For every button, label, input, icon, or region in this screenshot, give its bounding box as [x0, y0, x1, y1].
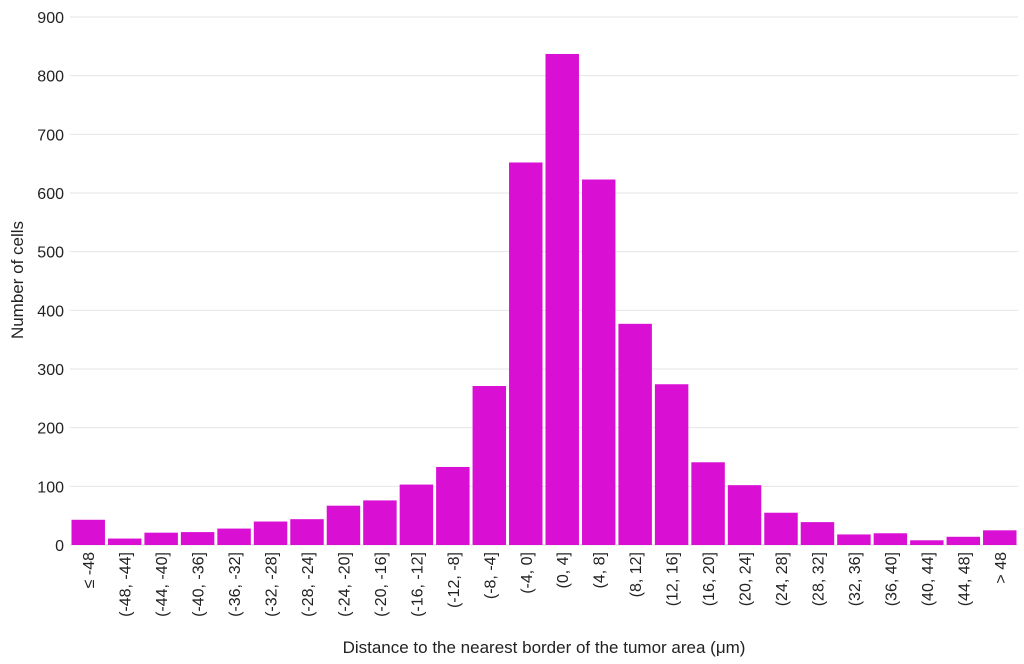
x-tick-label: (-44, -40] [154, 552, 171, 617]
bar [144, 532, 178, 545]
y-tick-label: 300 [37, 362, 64, 379]
x-tick-label: (28, 32] [810, 552, 827, 606]
y-axis-title: Number of cells [8, 221, 27, 339]
bar [363, 500, 397, 545]
y-tick-label: 900 [37, 10, 64, 27]
y-tick-label: 0 [55, 538, 64, 555]
bar [800, 522, 835, 545]
bar [253, 521, 288, 545]
x-tick-label: (24, 28] [774, 552, 791, 606]
bar [983, 530, 1017, 545]
y-tick-label: 500 [37, 245, 64, 262]
x-tick-label: (-20, -16] [373, 552, 390, 617]
y-tick-label: 400 [37, 303, 64, 320]
x-tick-label: (20, 24] [738, 552, 755, 606]
bar [472, 386, 507, 545]
y-tick-label: 800 [37, 69, 64, 86]
bar [436, 466, 470, 545]
y-tick-label: 700 [37, 127, 64, 144]
y-tick-label: 100 [37, 479, 64, 496]
x-tick-label: (-12, -8] [446, 552, 463, 608]
bar [545, 53, 579, 546]
x-axis-tick-labels: ≤ -48 (-48, -44] (-44, -40] (-40, -36] (-36,… [81, 552, 1010, 617]
bar [873, 533, 908, 545]
x-tick-label: (-48, -44] [118, 552, 135, 617]
y-axis-tick-labels: 0 100 200 300 400 500 600 700 800 900 [37, 10, 64, 555]
x-axis-title: Distance to the nearest border of the tu… [343, 638, 746, 657]
x-tick-label: (-36, -32] [227, 552, 244, 617]
bar [618, 323, 652, 545]
x-tick-label: > 48 [993, 552, 1010, 584]
bar [71, 519, 105, 545]
bar [581, 179, 616, 546]
bar [837, 534, 871, 545]
bar [727, 485, 762, 545]
x-tick-label: ≤ -48 [81, 552, 98, 588]
bar [509, 162, 543, 545]
x-tick-label: (-4, 0] [519, 552, 536, 594]
x-tick-label: (8, 12] [628, 552, 645, 597]
bar [399, 484, 434, 545]
bar [946, 536, 981, 545]
x-tick-label: (-32, -28] [264, 552, 281, 617]
bar [326, 505, 361, 545]
bars [71, 53, 1017, 546]
x-tick-label: (4, 8] [592, 552, 609, 588]
bar [290, 519, 324, 545]
bar [180, 532, 215, 545]
x-tick-label: (-24, -20] [336, 552, 353, 617]
x-tick-label: (0, 4] [555, 552, 572, 588]
x-tick-label: (36, 40] [883, 552, 900, 606]
x-tick-label: (40, 44] [920, 552, 937, 606]
bar [910, 540, 944, 545]
x-tick-label: (32, 36] [847, 552, 864, 606]
x-tick-label: (16, 20] [701, 552, 718, 606]
x-tick-label: (44, 48] [956, 552, 973, 606]
x-tick-label: (12, 16] [665, 552, 682, 606]
bar [107, 538, 142, 545]
x-tick-label: (-28, -24] [300, 552, 317, 617]
x-tick-label: (-40, -36] [191, 552, 208, 617]
x-tick-label: (-8, -4] [482, 552, 499, 599]
bar [691, 462, 725, 545]
x-tick-label: (-16, -12] [409, 552, 426, 617]
gridlines [70, 16, 1018, 546]
bar [654, 384, 689, 545]
bar [217, 528, 251, 545]
y-tick-label: 600 [37, 186, 64, 203]
y-tick-label: 200 [37, 421, 64, 438]
bar [764, 512, 798, 545]
